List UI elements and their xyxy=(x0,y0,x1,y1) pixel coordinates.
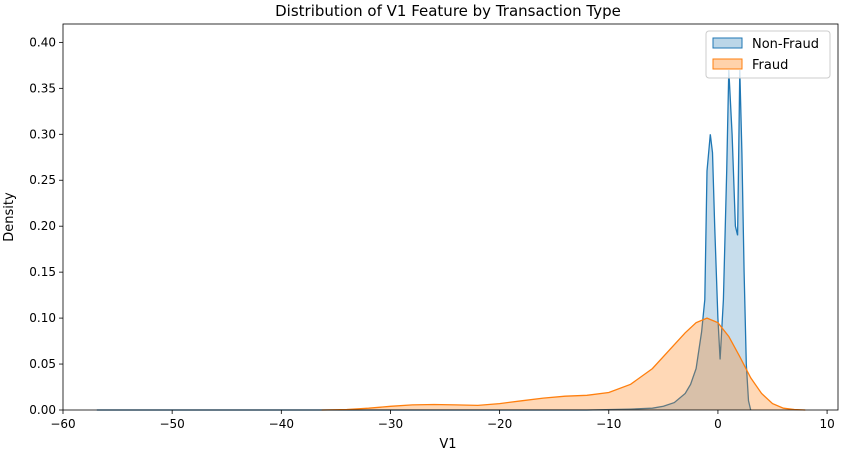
plot-area xyxy=(96,69,806,411)
chart-title: Distribution of V1 Feature by Transactio… xyxy=(275,2,621,20)
legend-label-fraud: Fraud xyxy=(752,58,788,73)
legend-swatch-non-fraud xyxy=(712,37,743,49)
x-tick-label: 10 xyxy=(819,417,834,431)
x-tick-label: −30 xyxy=(378,417,403,431)
x-axis: −60 −50 −40 −30 −20 −10 0 10 xyxy=(50,410,835,431)
x-tick-label: −60 xyxy=(50,417,75,431)
x-tick-label: −40 xyxy=(269,417,294,431)
y-tick-label: 0.10 xyxy=(29,311,56,325)
legend-box xyxy=(705,30,831,79)
legend: Non-Fraud Fraud xyxy=(705,30,831,79)
x-axis-label: V1 xyxy=(439,437,456,451)
x-tick-label: 0 xyxy=(714,417,722,431)
y-tick-label: 0.40 xyxy=(29,35,56,49)
y-tick-label: 0.25 xyxy=(29,173,56,187)
y-axis-label: Density xyxy=(2,192,17,242)
series-line-fraud xyxy=(321,317,806,411)
series-line-non-fraud xyxy=(96,69,752,411)
series-area-fraud xyxy=(321,318,806,410)
y-tick-label: 0.35 xyxy=(29,81,56,95)
x-tick-label: −20 xyxy=(487,417,512,431)
x-tick-label: −10 xyxy=(596,417,621,431)
y-tick-label: 0.05 xyxy=(29,357,56,371)
y-tick-label: 0.15 xyxy=(29,265,56,279)
legend-label-non-fraud: Non-Fraud xyxy=(752,37,819,52)
y-tick-label: 0.30 xyxy=(29,127,56,141)
x-tick-label: −50 xyxy=(159,417,184,431)
y-tick-label: 0.20 xyxy=(29,219,56,233)
series-area-non-fraud xyxy=(96,70,751,410)
y-axis: 0.00 0.05 0.10 0.15 0.20 0.25 0.30 0.35 0.40 xyxy=(29,35,63,417)
plot-frame xyxy=(62,23,839,411)
y-tick-label: 0.00 xyxy=(29,403,56,417)
legend-swatch-fraud xyxy=(712,58,743,70)
